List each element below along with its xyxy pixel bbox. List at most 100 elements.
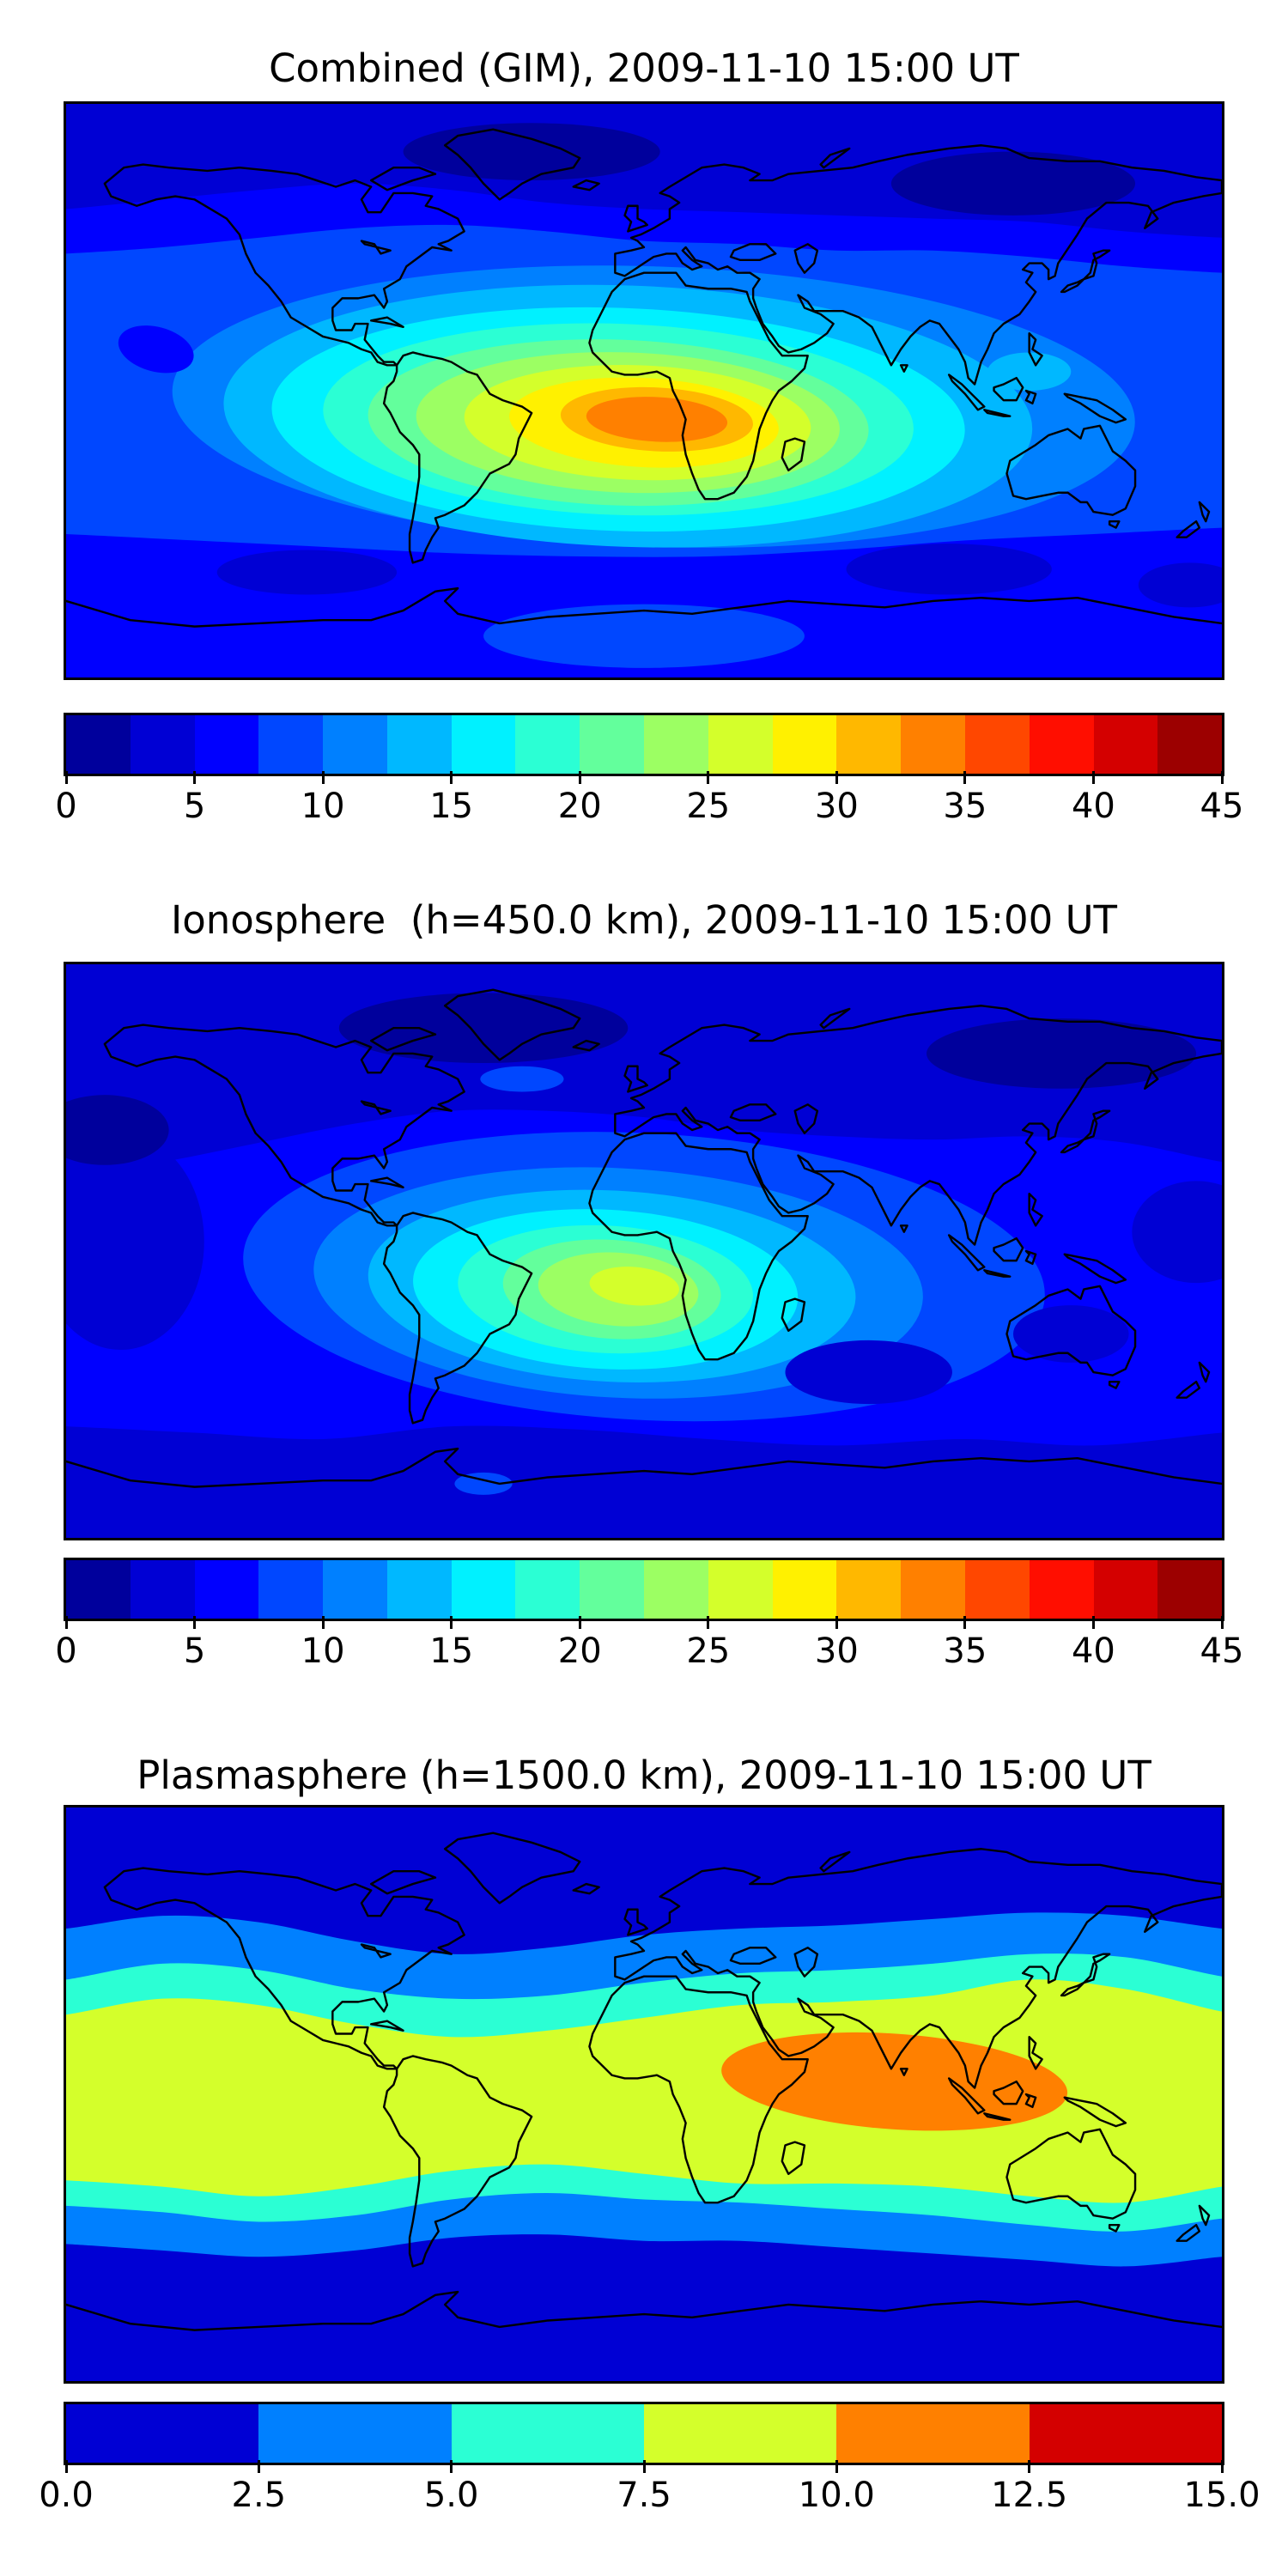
- colorbar-tick-mark: [1028, 2460, 1031, 2473]
- colorbar-tick-mark: [1220, 2460, 1224, 2473]
- colorbar-segment: [836, 1560, 902, 1619]
- colorbar-tick-mark: [642, 2460, 646, 2473]
- coastline-path: [1028, 1192, 1043, 1227]
- colorbar-tick-mark: [64, 1616, 68, 1629]
- panel-title-combined-gim: Combined (GIM), 2009-11-10 15:00 UT: [269, 46, 1019, 91]
- colorbar-tick-mark: [321, 771, 325, 784]
- coastline-path: [382, 351, 533, 564]
- colorbar-segment: [1093, 1560, 1158, 1619]
- colorbar-tick-mark: [963, 771, 967, 784]
- colorbar-segment: [708, 715, 773, 774]
- coastline-path: [983, 2112, 1012, 2121]
- coastline-path: [588, 1975, 809, 2204]
- coastline-path: [369, 167, 437, 191]
- colorbar-tick-label: 0.0: [39, 2476, 94, 2515]
- coastline-path: [369, 316, 404, 328]
- colorbar-tick-mark: [450, 1616, 453, 1629]
- coastline-path: [572, 179, 600, 191]
- colorbar-tick-label: 35: [943, 1631, 987, 1671]
- coastline-path: [369, 1027, 437, 1052]
- coastline-path: [623, 1065, 648, 1093]
- coastline-path: [947, 2077, 986, 2115]
- contour-patch: [927, 1018, 1197, 1089]
- coastline-path: [947, 374, 986, 411]
- contour-patch: [216, 550, 398, 595]
- colorbar-tick-label: 0: [55, 1631, 77, 1671]
- colorbar-tick-label: 25: [686, 1631, 731, 1671]
- coastline-path: [899, 1224, 908, 1233]
- colorbar-tick-label: 5.0: [423, 2476, 479, 2515]
- coastline-path: [993, 1236, 1024, 1262]
- panel-title-ionosphere: Ionosphere (h=450.0 km), 2009-11-10 15:0…: [170, 897, 1118, 943]
- colorbar-segment: [66, 2404, 259, 2463]
- contour-ring: [586, 397, 728, 442]
- coastline-path: [983, 409, 1012, 417]
- coastline-path: [993, 376, 1024, 402]
- coastline-path: [899, 2068, 908, 2076]
- map-svg: [66, 964, 1222, 1538]
- map-combined-gim: [64, 101, 1224, 680]
- coastline-path: [947, 1234, 986, 1272]
- coastline-path: [623, 1908, 648, 1936]
- contour-patch: [338, 993, 629, 1064]
- colorbar-tick-mark: [578, 771, 581, 784]
- colorbar-tick-label: 45: [1200, 1631, 1244, 1671]
- coastline-path: [572, 1039, 600, 1052]
- colorbar-tick-mark: [835, 1616, 838, 1629]
- contour-band: [66, 1425, 1222, 1538]
- colorbar: [64, 1558, 1224, 1621]
- contour-patch: [1012, 1305, 1129, 1363]
- colorbar-segment: [194, 1560, 259, 1619]
- coastline-path: [1028, 331, 1043, 367]
- coastline-path: [443, 1832, 581, 1905]
- coastline-path: [66, 1447, 1222, 1488]
- colorbar-tick-mark: [963, 1616, 967, 1629]
- coastline-path: [1198, 1361, 1211, 1383]
- coastline-path: [1063, 2096, 1127, 2128]
- coastline-path: [1176, 2223, 1201, 2242]
- colorbar-segment: [323, 715, 387, 774]
- coastline-path: [729, 1103, 777, 1122]
- colorbar-tick-mark: [257, 2460, 260, 2473]
- colorbar-segment: [130, 1560, 195, 1619]
- colorbar-segment: [708, 1560, 773, 1619]
- coastline-path: [103, 163, 465, 367]
- colorbar-tick-mark: [707, 771, 710, 784]
- map-svg: [66, 1807, 1222, 2381]
- colorbar: [64, 2402, 1224, 2465]
- colorbar-segment: [130, 715, 195, 774]
- colorbar-segment: [772, 715, 837, 774]
- colorbar-segment: [323, 1560, 387, 1619]
- coastline-path: [443, 128, 581, 201]
- colorbar-tick-label: 5: [183, 787, 206, 826]
- colorbar-segment: [1157, 715, 1223, 774]
- coastline-path: [819, 1850, 851, 1873]
- coastline-path: [1108, 2223, 1121, 2233]
- coastline-path: [103, 1867, 465, 2070]
- colorbar-tick-mark: [1091, 771, 1095, 784]
- coastline-path: [781, 2141, 806, 2175]
- coastline-path: [781, 437, 806, 471]
- colorbar-segment: [258, 715, 324, 774]
- contour-patch: [1132, 1181, 1222, 1284]
- coastline-path: [1024, 389, 1037, 405]
- colorbar-tick-label: 15: [429, 787, 474, 826]
- colorbar-tick-label: 0: [55, 787, 77, 826]
- colorbar-tick-label: 2.5: [231, 2476, 287, 2515]
- coastline-path: [983, 1269, 1012, 1278]
- coastline-path: [614, 144, 1222, 386]
- map-ionosphere: [64, 962, 1224, 1540]
- panel-title-plasmasphere: Plasmasphere (h=1500.0 km), 2009-11-10 1…: [137, 1753, 1151, 1798]
- colorbar-segment: [1093, 715, 1158, 774]
- colorbar-segment: [1029, 715, 1094, 774]
- contour-patch: [403, 123, 660, 181]
- colorbar-tick-mark: [450, 2460, 453, 2473]
- coastline-path: [1198, 501, 1211, 523]
- colorbar-tick-label: 15.0: [1183, 2476, 1261, 2515]
- coastline-path: [66, 586, 1222, 628]
- colorbar-tick-label: 5: [183, 1631, 206, 1671]
- coastline-path: [993, 2080, 1024, 2105]
- coastline-path: [382, 1212, 533, 1425]
- colorbar-segment: [643, 2404, 837, 2463]
